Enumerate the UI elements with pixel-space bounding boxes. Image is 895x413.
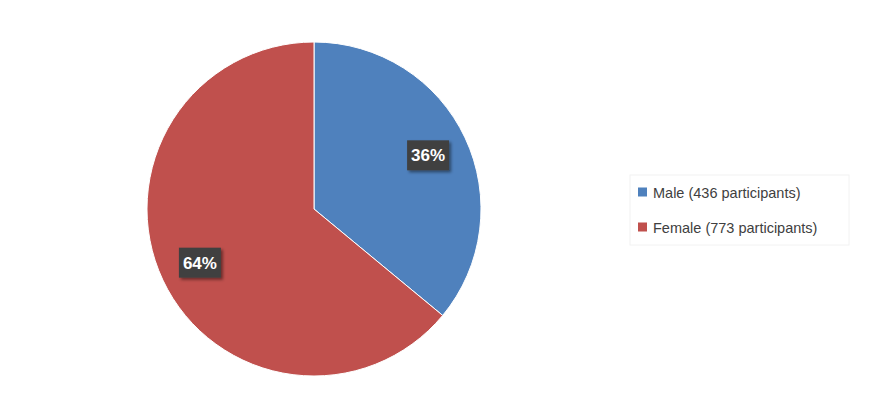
legend-label: Female (773 participants) — [653, 220, 817, 236]
legend-swatch — [638, 188, 647, 197]
data-label-group: 36% — [407, 140, 449, 170]
data-label: 64% — [183, 254, 217, 273]
pie-slice — [147, 42, 443, 376]
data-label-box — [179, 248, 221, 278]
data-label-box — [407, 140, 449, 170]
legend: Male (436 participants) Female (773 parti… — [630, 175, 849, 245]
chart: 36% 64% Male (436 participants) Female (773… — [0, 0, 895, 413]
data-label-group: 64% — [179, 248, 221, 278]
data-labels: 36% 64% — [179, 140, 449, 277]
data-label: 36% — [411, 146, 445, 165]
legend-swatch — [638, 223, 647, 232]
legend-label: Male (436 participants) — [653, 185, 801, 201]
slices — [147, 42, 481, 376]
legend-box — [630, 175, 849, 245]
